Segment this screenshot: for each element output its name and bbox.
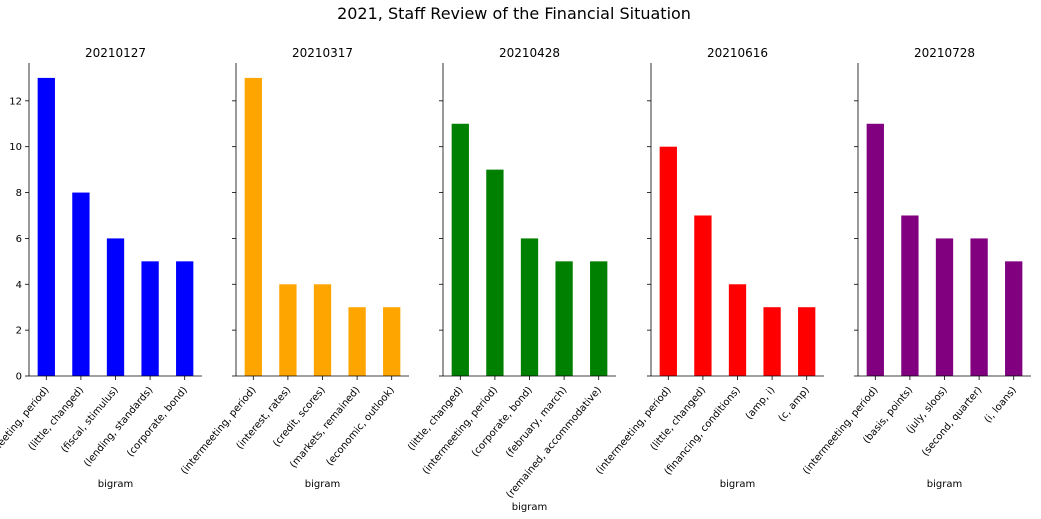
bar-5 xyxy=(798,307,816,376)
bar-3 xyxy=(106,238,125,376)
x-tick-label: (lending, standards) xyxy=(82,385,155,469)
bar-2 xyxy=(72,192,90,376)
bar-5 xyxy=(383,307,401,376)
panel-title: 20210728 xyxy=(914,46,975,60)
x-tick-label: (february, march) xyxy=(504,385,569,460)
bar-4 xyxy=(141,261,159,376)
panel-title: 20210317 xyxy=(292,46,353,60)
chart-panel-20210728: 20210728(intermeeting, period)(basis, po… xyxy=(801,46,1031,490)
bar-2 xyxy=(901,215,919,376)
y-tick-label: 2 xyxy=(16,326,22,337)
x-tick-label: (second, quarter) xyxy=(920,385,984,459)
y-tick-label: 0 xyxy=(16,372,22,383)
x-tick-label: (economic, outlook) xyxy=(325,385,398,468)
x-tick-label: (amp, i) xyxy=(744,385,778,422)
bar-1 xyxy=(866,123,884,376)
bar-2 xyxy=(486,169,504,376)
x-tick-label: (corporate, bond) xyxy=(125,385,190,459)
figure-title: 2021, Staff Review of the Financial Situ… xyxy=(337,4,691,23)
x-tick-label: (markets, remained) xyxy=(288,385,362,471)
chart-panel-20210428: 20210428(little, changed)(intermeeting, … xyxy=(406,46,616,513)
bar-4 xyxy=(763,307,781,376)
bar-5 xyxy=(590,261,608,376)
x-tick-label: (c, amp) xyxy=(777,385,812,424)
bar-1 xyxy=(37,77,55,377)
x-axis-label: bigram xyxy=(927,479,962,490)
bar-1 xyxy=(244,77,262,377)
chart-panel-20210616: 20210616(intermeeting, period)(little, c… xyxy=(594,46,824,490)
x-tick-label: (i, loans) xyxy=(983,385,1019,425)
panel-title: 20210616 xyxy=(707,46,768,60)
x-axis-label: bigram xyxy=(305,479,340,490)
x-axis-label: bigram xyxy=(512,502,547,513)
bar-5 xyxy=(176,261,194,376)
y-tick-label: 10 xyxy=(9,142,22,153)
y-tick-label: 4 xyxy=(16,280,22,291)
bar-2 xyxy=(279,284,297,376)
bar-3 xyxy=(935,238,954,376)
panel-title: 20210428 xyxy=(499,46,560,60)
bar-1 xyxy=(659,146,677,376)
bar-4 xyxy=(555,261,573,376)
bar-3 xyxy=(728,284,747,376)
x-axis-label: bigram xyxy=(98,479,133,490)
bar-3 xyxy=(520,238,539,376)
y-tick-label: 8 xyxy=(16,188,22,199)
bar-5 xyxy=(1005,261,1023,376)
bar-4 xyxy=(970,238,988,376)
bar-1 xyxy=(451,123,469,376)
x-tick-label: (corporate, bond) xyxy=(470,385,535,459)
panel-title: 20210127 xyxy=(85,46,146,60)
bar-3 xyxy=(313,284,332,376)
y-tick-label: 12 xyxy=(9,96,22,107)
bar-4 xyxy=(348,307,366,376)
y-tick-label: 6 xyxy=(16,234,22,245)
chart-panel-20210317: 20210317(intermeeting, period)(interest,… xyxy=(179,46,409,490)
bar-2 xyxy=(694,215,712,376)
x-axis-label: bigram xyxy=(720,479,755,490)
